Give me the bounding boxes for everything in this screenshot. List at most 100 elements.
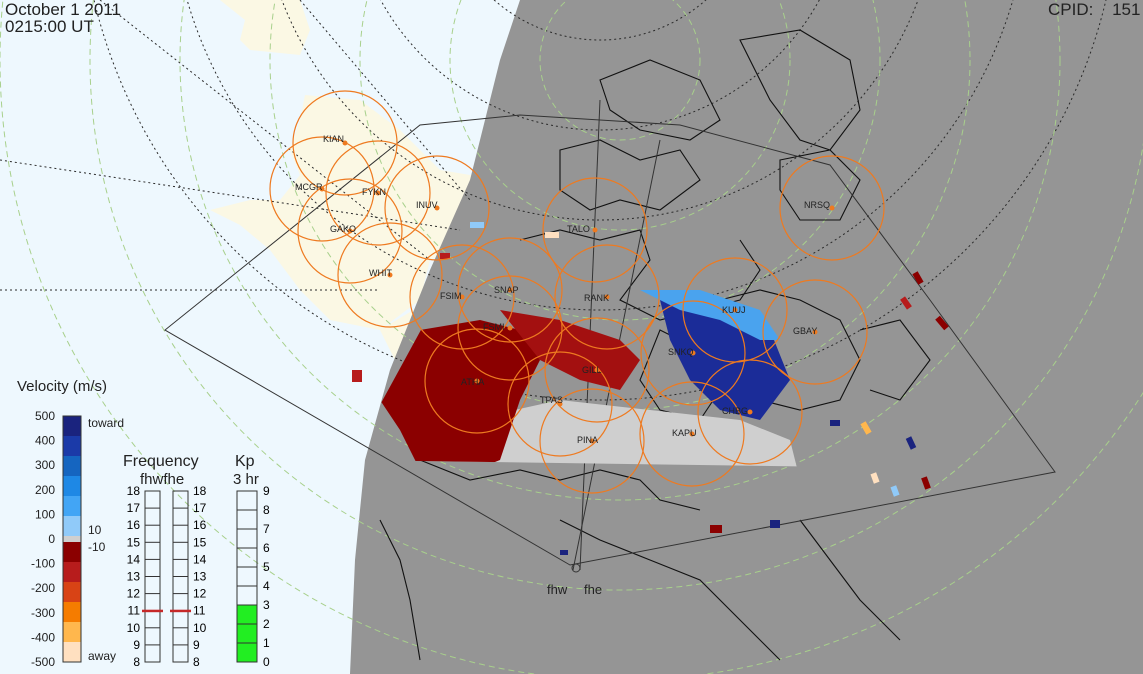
velocity-color-seg: [63, 642, 81, 663]
station-ring-snkq: [640, 300, 746, 406]
station-ring-gako: [297, 178, 403, 284]
frequency-tick-right: 8: [193, 655, 200, 669]
station-label-tpas: TPAS: [540, 395, 563, 405]
station-label-fsmi: FSMI: [483, 322, 505, 332]
radar-label-fhw: fhw: [547, 582, 568, 597]
station-label-gill: GILL: [582, 365, 602, 375]
kp-tick-label: 0: [263, 655, 270, 669]
velocity-color-seg: [63, 516, 81, 537]
frequency-tick-left: 11: [128, 604, 141, 618]
velocity-tick-label: -300: [31, 606, 55, 620]
velocity-tick-label: 100: [35, 507, 55, 521]
velocity-color-seg: [63, 582, 81, 603]
frequency-tick-right: 10: [193, 621, 207, 635]
station-label-atha: ATHA: [461, 377, 484, 387]
station-ring-gill: [544, 317, 650, 423]
frequency-tick-left: 17: [127, 501, 141, 515]
scatter-red-center: [500, 310, 640, 390]
station-ring-mcgr: [269, 136, 375, 242]
velocity-color-seg: [63, 456, 81, 477]
frequency-tick-left: 8: [133, 655, 140, 669]
frequency-tick-right: 14: [193, 552, 207, 566]
radar-sites: fhw fhe: [547, 563, 602, 597]
velocity-tick-label: -400: [31, 630, 55, 644]
cpid-label: CPID:: [1048, 0, 1094, 19]
frequency-tick-left: 15: [127, 535, 141, 549]
station-label-kapu: KAPU: [672, 428, 697, 438]
velocity-scale-title: Velocity (m/s): [17, 378, 107, 395]
frequency-tick-left: 9: [133, 638, 140, 652]
frequency-tick-right: 18: [193, 484, 207, 498]
scatter-red-west: [360, 320, 540, 470]
station-label-gbay: GBAY: [793, 326, 817, 336]
velocity-tick-label: 500: [35, 409, 55, 423]
velocity-tick-label: -200: [31, 581, 55, 595]
frequency-marker-fhw: [142, 609, 163, 613]
kp-bar: [237, 605, 257, 662]
cpid-value: 151: [1112, 0, 1141, 19]
velocity-color-seg: [63, 436, 81, 457]
station-label-talo: TALO: [567, 224, 590, 234]
longitude-grid: [0, 0, 471, 291]
frequency-scale: Frequency fhwfhe 18 18 17 17 16 16 15 15 14 14 13 1…: [123, 453, 207, 669]
frequency-tick-left: 16: [127, 518, 141, 532]
station-ring-snap: [457, 237, 563, 343]
kp-subtitle: 3 hr: [233, 471, 259, 488]
station-ring-tpas: [507, 351, 613, 457]
station-label-snkq: SNKQ: [668, 347, 694, 357]
frequency-tick-right: 9: [193, 638, 200, 652]
station-label-fsim: FSIM: [440, 291, 462, 301]
station-ring-pina: [539, 388, 645, 494]
frequency-tick-left: 12: [127, 587, 141, 601]
frequency-tick-right: 17: [193, 501, 207, 515]
kp-column: 9 8 7 6 5 4 3 2 1 0: [236, 484, 270, 669]
velocity-color-seg: [63, 622, 81, 643]
station-ring-chbg: [697, 359, 803, 465]
frequency-title: Frequency: [123, 453, 199, 470]
station-ring-whit: [337, 222, 443, 328]
station-label-gako: GAKO: [330, 224, 356, 234]
kp-tick-label: 4: [263, 579, 270, 593]
frequency-subtitle: fhwfhe: [140, 471, 184, 488]
kp-column-box: [236, 490, 258, 663]
latitude-grid: [93, 0, 1107, 401]
kp-tick-label: 5: [263, 560, 270, 574]
station-ring-kian: [292, 90, 398, 196]
velocity-tick-label: 300: [35, 458, 55, 472]
velocity-away-label: away: [88, 649, 116, 663]
frequency-tick-left: 18: [127, 484, 141, 498]
frequency-marker-fhe: [170, 609, 191, 613]
frequency-tick-right: 11: [193, 604, 206, 618]
frequency-tick-left: 13: [127, 570, 141, 584]
velocity-toward-label: toward: [88, 416, 124, 430]
header-time: 0215:00 UT: [5, 17, 94, 36]
velocity-color-seg: [63, 602, 81, 623]
station-rings: [269, 90, 885, 494]
kp-tick-label: 1: [263, 636, 270, 650]
station-ring-kapu: [639, 381, 745, 487]
velocity-color-seg: [63, 416, 81, 437]
station-label-chbg: CHBG: [722, 406, 748, 416]
station-label-kuuj: KUUJ: [722, 305, 746, 315]
station-labels: KIAN MCGR FYKN INUV GAKO WHIT TALO NRSQ …: [295, 134, 830, 445]
frequency-tick-right: 16: [193, 518, 207, 532]
kp-tick-label: 2: [263, 617, 270, 631]
station-ring-gbay: [762, 279, 868, 385]
velocity-color-bar: [63, 416, 81, 663]
velocity-color-seg: [63, 476, 81, 497]
velocity-color-seg: [63, 562, 81, 583]
station-ring-rank: [554, 244, 660, 350]
frequency-tick-right: 12: [193, 587, 207, 601]
kp-scale: Kp 3 hr 9 8 7 6 5 4 3 2 1 0: [233, 453, 270, 669]
velocity-gs-upper: 10: [88, 523, 102, 537]
velocity-scale: Velocity (m/s) 500 400 300 200 100 0 -100 -200 -…: [17, 378, 124, 669]
frequency-tick-left: 14: [127, 552, 141, 566]
velocity-scatter-cells: [352, 222, 949, 555]
kp-tick-label: 9: [263, 484, 270, 498]
station-ring-talo: [542, 177, 648, 283]
station-ring-fykn: [325, 140, 431, 246]
station-label-whit: WHIT: [369, 268, 392, 278]
header-cpid: CPID: 151: [1048, 1, 1140, 18]
frequency-tick-right: 15: [193, 535, 207, 549]
